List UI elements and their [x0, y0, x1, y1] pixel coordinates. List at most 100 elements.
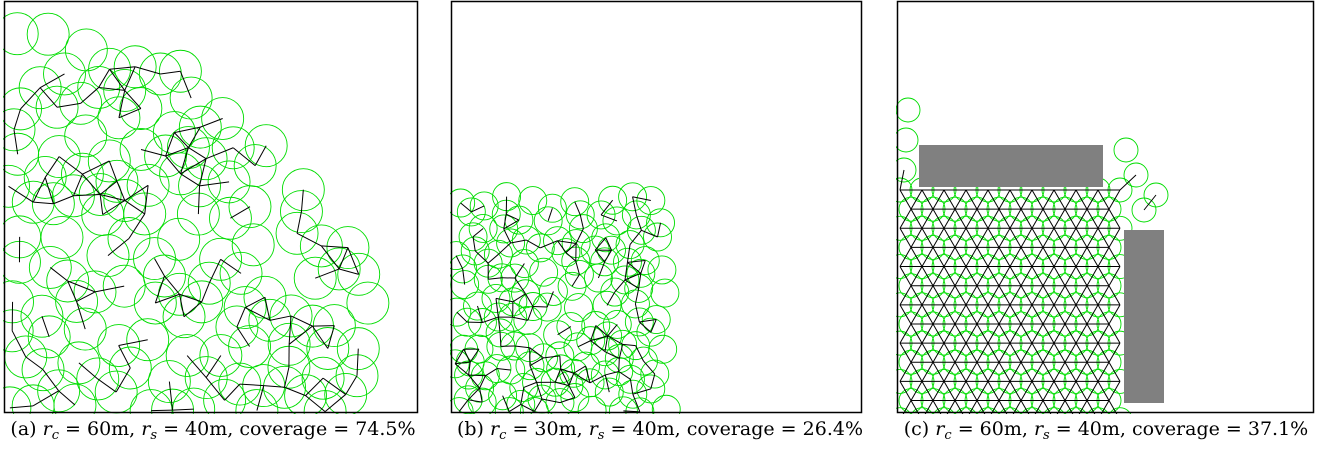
network-link	[932, 342, 945, 363]
network-link	[560, 368, 570, 386]
network-link	[568, 385, 576, 398]
network-link	[116, 181, 126, 201]
network-link	[594, 249, 606, 263]
network-link	[200, 118, 223, 128]
network-link	[41, 316, 50, 338]
caption-c: (c) rc = 60m, rs = 40m, coverage = 37.1%	[896, 418, 1316, 443]
sensing-circle	[590, 360, 620, 390]
sensing-circle	[608, 396, 638, 414]
network-link	[635, 345, 644, 362]
network-link	[99, 194, 104, 215]
network-link	[632, 388, 651, 395]
rs-sub-b: s	[597, 428, 605, 443]
rs-symbol-c: r	[1033, 418, 1044, 440]
network-link	[976, 323, 989, 344]
network-link	[924, 400, 934, 414]
sensing-circle	[43, 52, 86, 96]
sensing-circle	[28, 245, 72, 289]
network-link	[58, 156, 83, 175]
rc-value-a: = 60m,	[65, 418, 136, 440]
network-link	[529, 347, 544, 359]
network-link	[1075, 285, 1088, 306]
sensor-network-a	[3, 12, 390, 414]
sensing-circle	[73, 270, 117, 314]
network-link	[1031, 304, 1044, 325]
network-link	[965, 285, 978, 306]
sensing-circle	[998, 407, 1022, 414]
network-link	[525, 293, 534, 307]
network-link	[1143, 194, 1157, 211]
network-link	[144, 185, 149, 214]
sensing-circle	[468, 214, 498, 243]
network-link	[998, 189, 1011, 210]
sensing-circle	[228, 325, 272, 368]
network-link	[605, 371, 619, 376]
network-link	[160, 70, 181, 75]
network-link	[1053, 285, 1066, 306]
rc-value-c: = 60m,	[957, 418, 1028, 440]
sensor-network-c	[896, 97, 1169, 414]
network-link	[290, 315, 313, 327]
network-link	[575, 228, 584, 244]
rs-value-c: = 40m,	[1055, 418, 1126, 440]
network-links-b	[454, 196, 662, 413]
network-link	[921, 208, 934, 229]
network-link	[624, 279, 639, 289]
network-link	[965, 304, 978, 325]
sensing-circle	[147, 360, 191, 403]
network-link	[998, 381, 1011, 401]
network-link	[902, 400, 912, 414]
sensing-circle	[3, 240, 41, 284]
sensing-circle	[545, 388, 575, 414]
sensing-circle	[207, 160, 251, 204]
network-link	[559, 355, 562, 369]
network-link	[626, 244, 631, 263]
network-link	[102, 200, 126, 215]
sensing-circle	[648, 334, 678, 364]
network-link	[1042, 381, 1055, 401]
network-link	[899, 381, 912, 401]
network-link	[921, 285, 934, 306]
network-link	[1097, 342, 1110, 363]
network-link	[109, 66, 136, 70]
network-link	[1108, 247, 1121, 267]
network-link	[1020, 189, 1033, 210]
network-link	[256, 385, 265, 411]
network-link	[460, 202, 472, 213]
network-link	[638, 321, 652, 333]
network-link	[1042, 323, 1055, 344]
network-link	[1009, 208, 1022, 229]
sensing-circle	[551, 238, 581, 268]
network-link	[520, 403, 535, 412]
network-link	[165, 132, 175, 157]
network-link	[1097, 323, 1110, 344]
network-link	[1097, 208, 1110, 229]
sensing-circle	[299, 224, 343, 268]
network-link	[13, 108, 22, 130]
network-link	[899, 323, 912, 344]
network-link	[1009, 247, 1022, 267]
network-link	[1075, 323, 1088, 344]
network-link	[1009, 285, 1022, 306]
network-link	[514, 263, 525, 279]
network-link	[1020, 266, 1033, 286]
network-link	[910, 228, 923, 248]
network-link	[607, 335, 623, 345]
network-link	[479, 388, 483, 403]
network-link	[943, 342, 956, 363]
network-link	[932, 400, 942, 414]
network-link	[339, 268, 359, 275]
sensing-circle	[469, 191, 499, 221]
network-link	[471, 205, 485, 213]
network-link	[910, 304, 923, 325]
sensing-circle	[52, 174, 95, 218]
network-link	[236, 326, 250, 347]
sensing-circle	[543, 226, 572, 256]
network-link	[604, 249, 612, 263]
network-link	[1031, 228, 1044, 248]
network-link	[154, 258, 165, 277]
sensing-circle	[97, 96, 141, 140]
network-link	[1086, 285, 1099, 306]
network-link	[899, 247, 912, 267]
network-link	[604, 374, 610, 393]
